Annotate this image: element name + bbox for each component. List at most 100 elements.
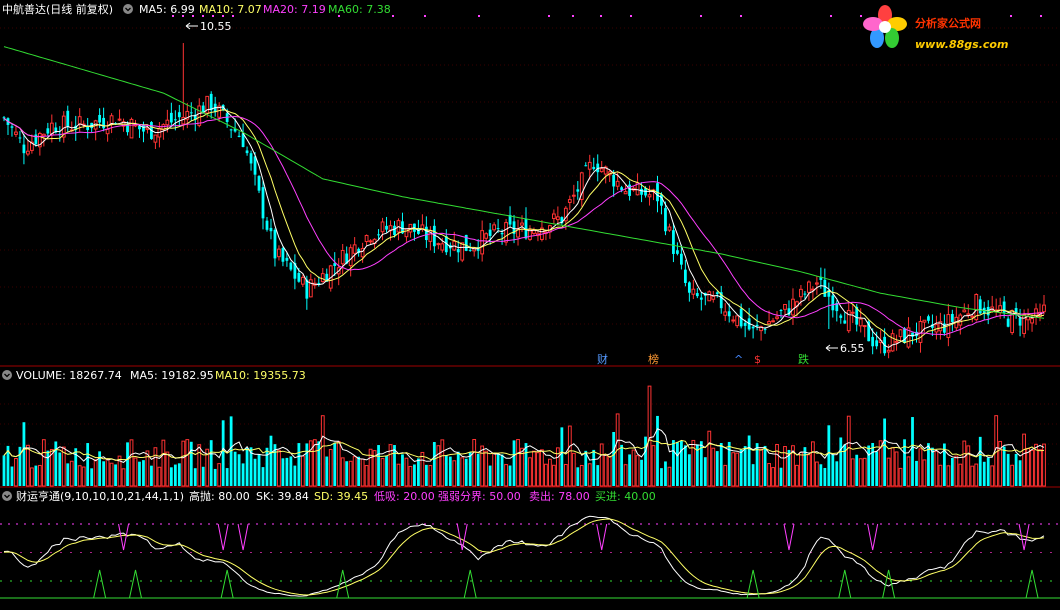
candle-body-down <box>755 324 759 327</box>
candle-body-down <box>377 234 380 236</box>
volume-bar-down <box>476 453 480 486</box>
volume-bar-down <box>867 445 871 486</box>
volume-settings-icon[interactable] <box>2 370 12 380</box>
volume-bar-up <box>922 459 927 487</box>
candle-body-down <box>289 262 293 270</box>
volume-bar-down <box>237 454 241 486</box>
volume-bar-up <box>551 464 556 487</box>
volume-bar-up <box>799 451 803 487</box>
candle-body-down <box>584 165 588 167</box>
volume-bar-down <box>448 456 452 486</box>
volume-bar-down <box>417 458 420 486</box>
candle-body-up <box>105 128 110 135</box>
volume-bar-up <box>783 446 787 487</box>
candle-body-down <box>751 326 755 329</box>
candle-body-up <box>532 229 536 234</box>
volume-bar-down <box>126 442 129 486</box>
settings-icon[interactable] <box>123 4 133 14</box>
volume-bar-up <box>587 463 592 487</box>
candle-body-down <box>1014 308 1018 313</box>
ma5-line <box>3 106 1045 348</box>
candle-body-up <box>37 132 42 148</box>
buy-signal-spike <box>838 569 852 599</box>
volume-bar-down <box>54 441 58 486</box>
candle-body-down <box>803 293 807 295</box>
volume-bar-up <box>571 452 576 487</box>
high-label: 10.55 <box>200 20 232 33</box>
candle-body-down <box>903 328 906 344</box>
volume-bar-down <box>560 427 564 486</box>
candle-body-up <box>563 207 568 222</box>
candle-body-down <box>177 112 181 118</box>
volume-bar-down <box>468 452 472 486</box>
candle-body-down <box>835 303 839 312</box>
volume-bar-down <box>1018 460 1022 486</box>
candle-body-up <box>1030 318 1034 324</box>
volume-bar-down <box>401 454 404 486</box>
candle-body-down <box>444 236 448 253</box>
indicator-settings-icon[interactable] <box>2 491 12 501</box>
volume-bar-up <box>1042 443 1046 487</box>
candle-body-down <box>871 336 875 347</box>
volume-bar-down <box>787 449 791 486</box>
volume-bar-up <box>1034 443 1038 487</box>
candle-body-down <box>18 137 22 139</box>
candle-body-down <box>819 276 823 280</box>
volume-bar-down <box>751 464 755 486</box>
candle-body-down <box>827 290 831 297</box>
candle-body-up <box>300 276 305 285</box>
volume-bar-up <box>555 447 560 487</box>
volume-bar-down <box>803 447 807 486</box>
volume-bar-down <box>424 464 428 486</box>
price-header: 中航善达(日线 前复权) MA5: 6.99 MA10: 7.07 MA20: … <box>2 2 391 16</box>
marker-dot <box>630 15 632 17</box>
volume-bar-down <box>508 465 512 486</box>
candle-body-down <box>46 128 50 134</box>
volume-bar-up <box>878 440 883 487</box>
candle-body-up <box>894 340 899 343</box>
candle-body-down <box>2 117 6 119</box>
volume-bar-down <box>90 468 94 486</box>
volume-bar-down <box>739 449 743 486</box>
candle-body-down <box>839 315 843 318</box>
indicator-param-maichu: 卖出: 78.00 <box>529 489 590 503</box>
volume-bar-up <box>77 465 82 487</box>
candle-body-up <box>886 349 891 353</box>
volume-bar-down <box>596 465 600 486</box>
candle-body-down <box>719 292 723 309</box>
sell-signal-spike <box>118 523 130 551</box>
candle-body-down <box>229 129 233 131</box>
volume-bar-up <box>69 460 74 487</box>
watermark-logo: 分析家公式网 www.88gs.com <box>863 5 1008 51</box>
volume-bar-up <box>197 444 202 487</box>
volume-bar-down <box>819 464 823 486</box>
candle-body-up <box>667 226 672 231</box>
buy-signal-spike <box>746 569 760 599</box>
candle-body-up <box>767 321 771 325</box>
volume-bar-down <box>931 447 934 486</box>
candle-body-up <box>277 248 281 258</box>
marker-dot <box>172 15 174 17</box>
volume-ma-lines <box>3 428 1045 463</box>
candle-body-down <box>317 282 321 285</box>
volume-bar-down <box>672 440 675 486</box>
candle-body-down <box>664 208 667 232</box>
volume-bar-up <box>767 463 771 487</box>
volume-bar-up <box>795 464 799 487</box>
volume-bar-up <box>388 444 393 487</box>
volume-bar-up <box>492 453 497 487</box>
marker-dot <box>1040 15 1042 17</box>
candle-body-down <box>496 228 500 230</box>
volume-bar-up <box>890 447 895 487</box>
volume-bar-down <box>233 451 237 486</box>
candle-body-up <box>129 118 134 139</box>
candle-body-up <box>340 250 345 265</box>
volume-bar-up <box>623 464 628 487</box>
candle-body-up <box>528 229 532 240</box>
volume-bar-up <box>336 441 341 487</box>
volume-bar-down <box>34 465 38 486</box>
volume-bar-up <box>858 458 863 487</box>
candle-body-up <box>567 199 572 203</box>
volume-bar-down <box>699 441 703 486</box>
volume-bar-up <box>185 439 190 487</box>
